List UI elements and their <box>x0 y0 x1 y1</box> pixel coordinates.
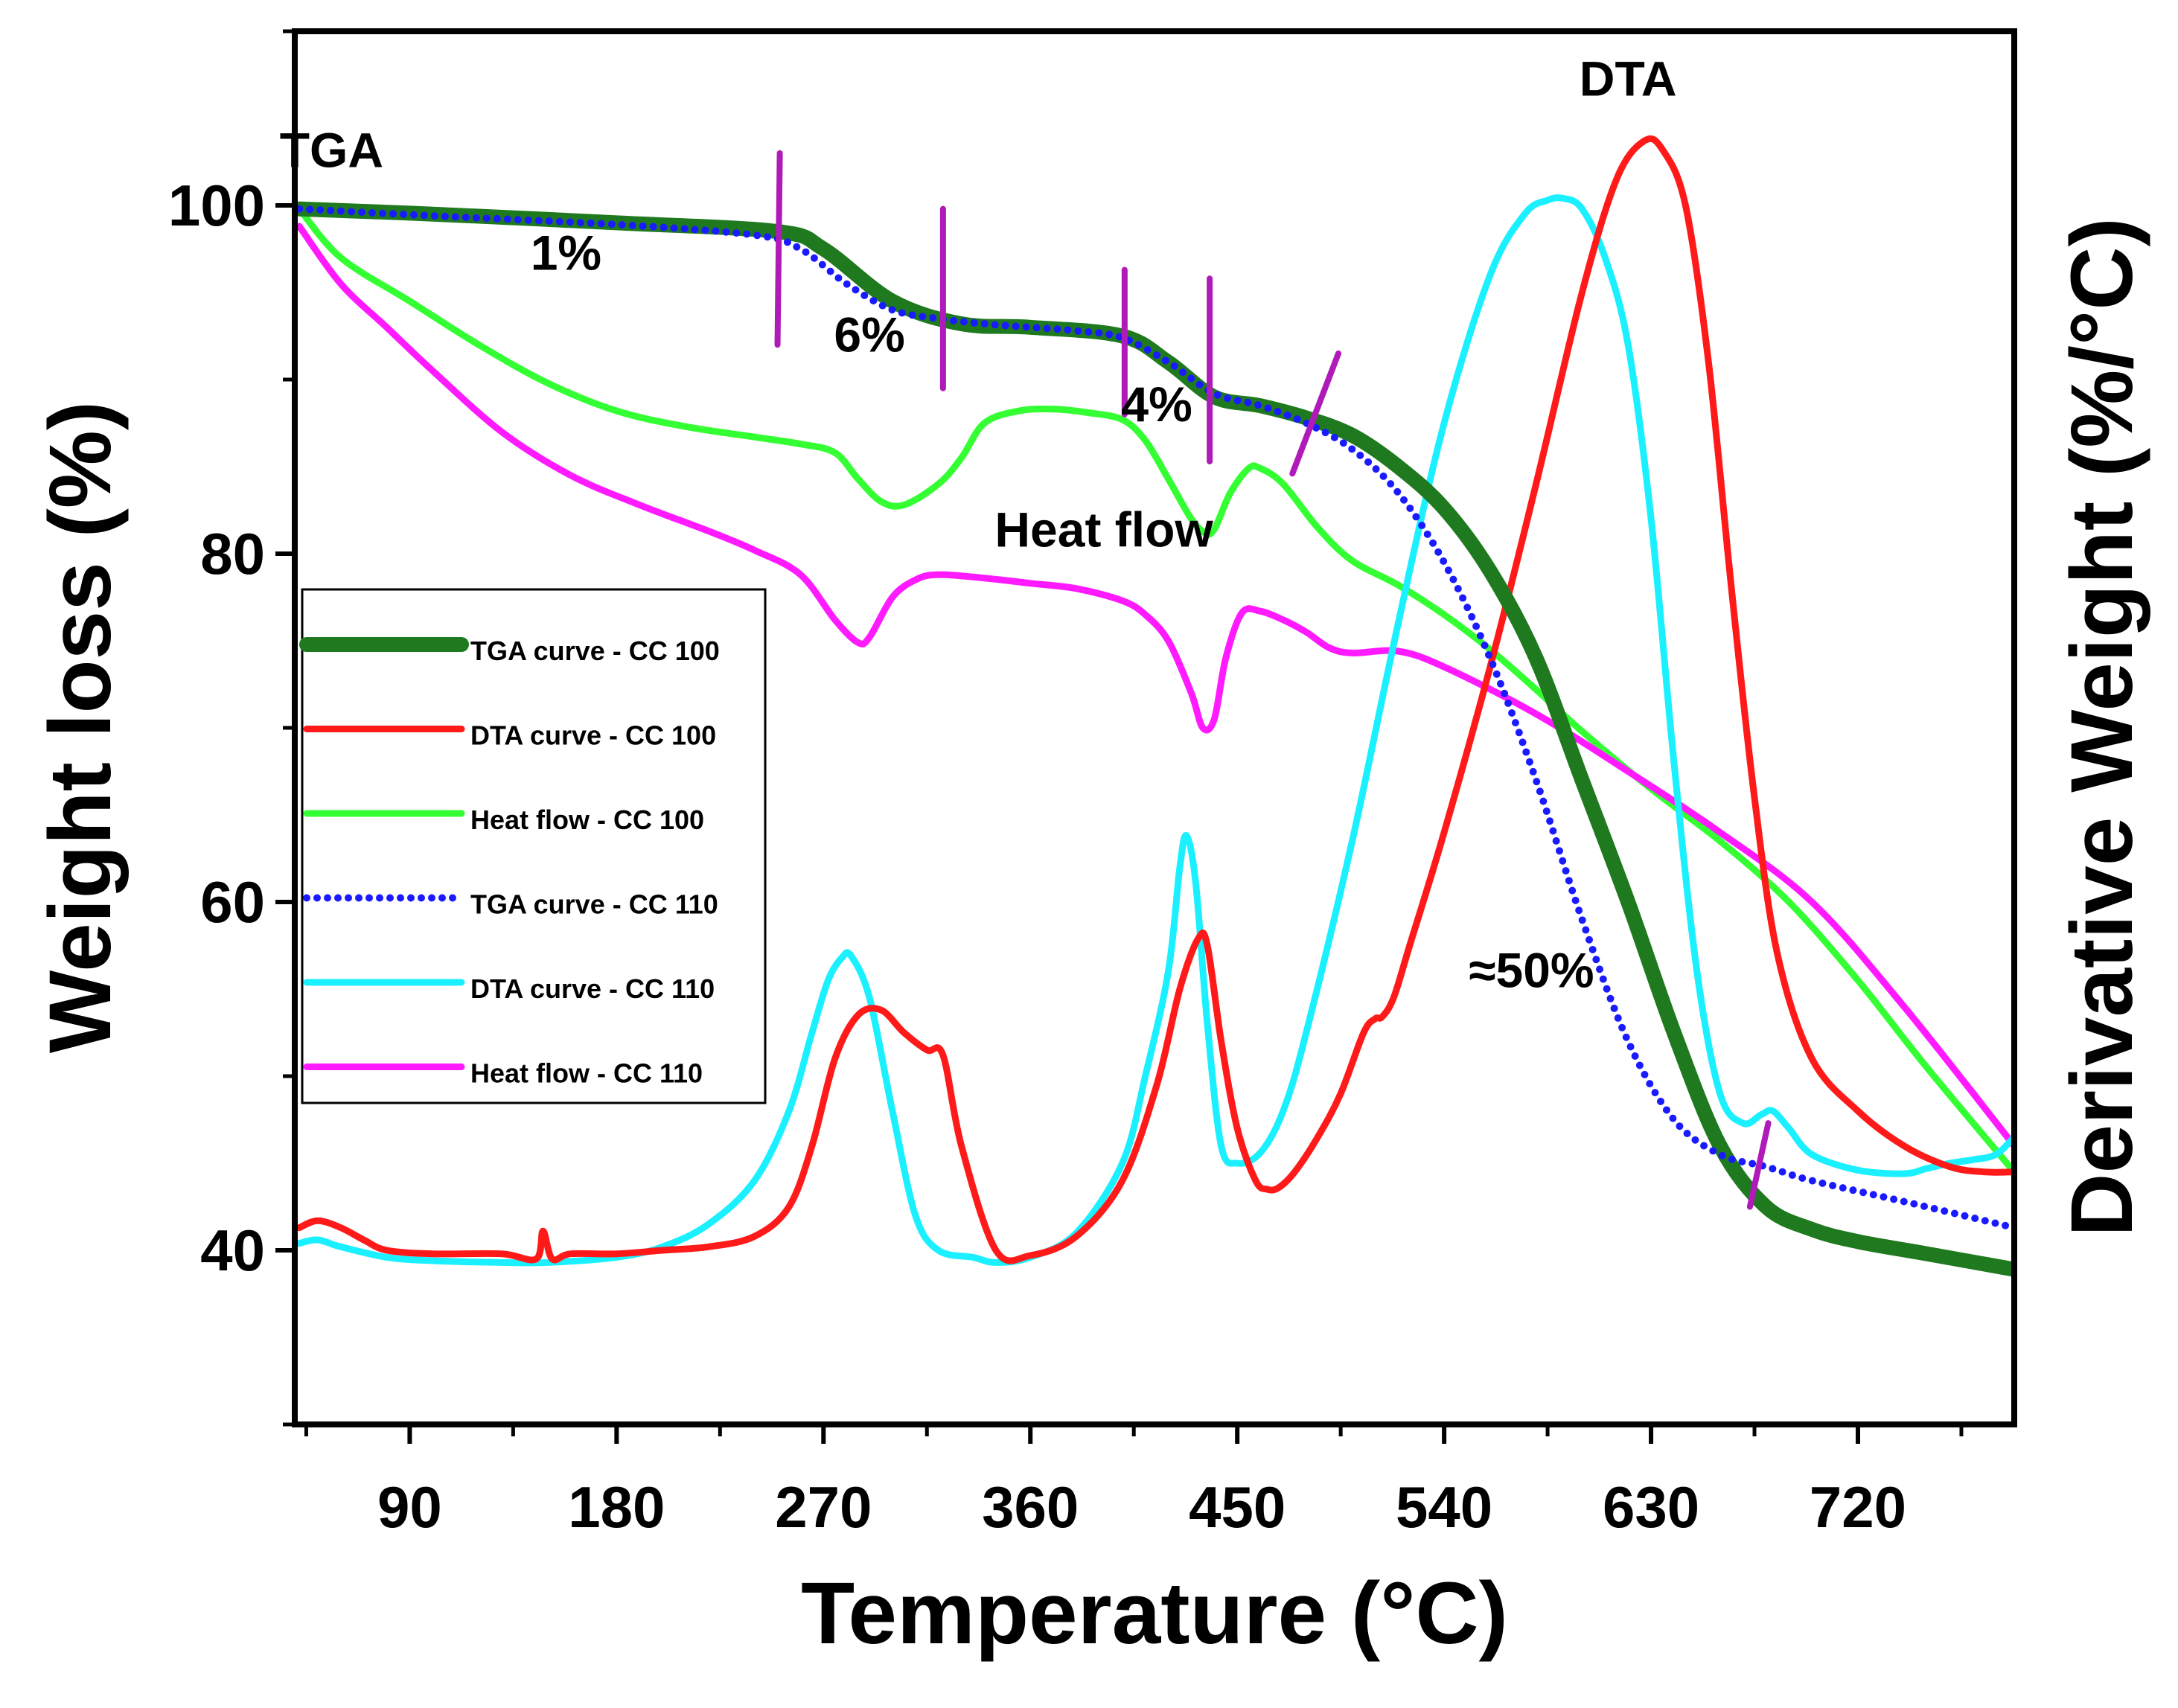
annotation: ≈50% <box>1469 943 1594 998</box>
series-line-dta-curve-cc-100 <box>296 135 2013 1264</box>
series-line-dta-curve-cc-110 <box>296 194 2013 1267</box>
y-tick-label: 100 <box>168 173 265 238</box>
legend-label: DTA curve - CC 100 <box>470 720 716 751</box>
x-tick-label: 720 <box>1810 1474 1906 1540</box>
y-tick-label: 80 <box>200 521 265 586</box>
annotation: DTA <box>1580 51 1677 106</box>
x-tick-label: 90 <box>377 1474 442 1540</box>
x-tick-label: 360 <box>982 1474 1079 1540</box>
step-marker <box>1289 350 1342 477</box>
legend: TGA curve - CC 100 DTA curve - CC 100 Heat… <box>299 588 767 1104</box>
legend-box <box>301 588 767 1104</box>
annotation: 1% <box>531 226 601 281</box>
legend-label: TGA curve - CC 110 <box>470 889 718 920</box>
x-tick-label: 270 <box>775 1474 872 1540</box>
y-axis-title: Weight loss (%) <box>31 401 130 1053</box>
step-marker <box>1746 1120 1772 1210</box>
x-axis-title: Temperature (°C) <box>801 1564 1508 1663</box>
legend-label: TGA curve - CC 100 <box>470 636 720 666</box>
series-line-tga-curve-cc-100 <box>296 201 2013 1277</box>
y2-axis-title: Derivative Weight (%/°C) <box>2053 217 2151 1237</box>
x-tick-label: 540 <box>1396 1474 1492 1540</box>
legend-label: Heat flow - CC 100 <box>470 805 704 835</box>
legend-label: Heat flow - CC 110 <box>470 1058 703 1089</box>
annotation: 4% <box>1121 377 1192 432</box>
legend-label: DTA curve - CC 110 <box>470 973 715 1004</box>
y-tick-label: 60 <box>200 869 265 935</box>
x-tick-label: 630 <box>1603 1474 1699 1540</box>
x-tick-label: 180 <box>568 1474 665 1540</box>
annotation: 6% <box>834 307 904 362</box>
annotation: Heat flow <box>994 502 1213 557</box>
x-tick-label: 450 <box>1189 1474 1286 1540</box>
series-line-tga-curve-cc-110 <box>296 205 2013 1232</box>
y-tick-label: 40 <box>200 1218 265 1283</box>
step-marker <box>774 150 783 348</box>
